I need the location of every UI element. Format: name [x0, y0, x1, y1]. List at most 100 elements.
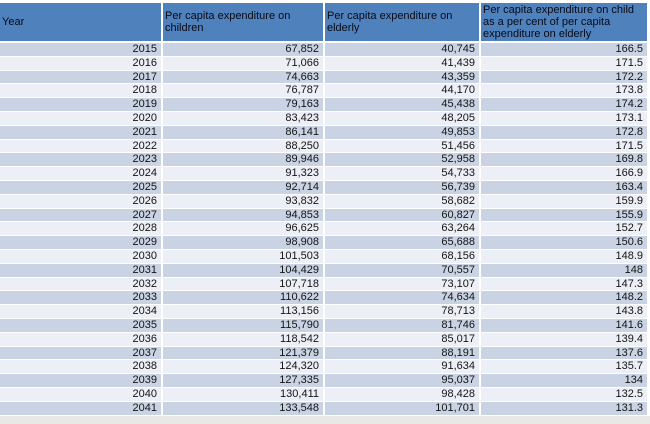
year-cell: 2029 — [0, 235, 163, 250]
elderly-expenditure-cell: 54,733 — [324, 166, 481, 181]
ratio-cell: 173.1 — [480, 111, 649, 126]
year-cell: 2019 — [0, 97, 163, 112]
elderly-expenditure-cell: 85,017 — [324, 332, 481, 347]
children-expenditure-cell: 124,320 — [162, 359, 325, 375]
ratio-cell: 166.5 — [480, 42, 649, 57]
year-cell: 2028 — [0, 221, 163, 237]
table-row: 2023 89,946 52,958 169.8 — [0, 152, 649, 168]
year-cell: 2038 — [0, 359, 163, 375]
ratio-cell: 143.8 — [480, 304, 649, 319]
year-cell: 2035 — [0, 318, 163, 333]
elderly-expenditure-cell: 73,107 — [324, 277, 481, 292]
children-expenditure-cell: 74,663 — [162, 70, 325, 85]
year-cell: 2026 — [0, 194, 163, 209]
table-row: 2030 101,503 68,156 148.9 — [0, 249, 649, 264]
table-row: 2040 130,411 98,428 132.5 — [0, 387, 649, 402]
year-cell: 2016 — [0, 56, 163, 71]
year-cell: 2032 — [0, 277, 163, 292]
table-row: 2022 88,250 51,456 171.5 — [0, 139, 649, 154]
elderly-expenditure-cell: 44,170 — [324, 83, 481, 99]
children-expenditure-cell: 121,379 — [162, 346, 325, 361]
elderly-expenditure-cell: 74,634 — [324, 290, 481, 306]
ratio-cell: 147.3 — [480, 277, 649, 292]
year-cell: 2034 — [0, 304, 163, 319]
table-body: 2015 67,852 40,745 166.5 2016 71,066 41,439 171… — [0, 42, 649, 416]
children-expenditure-cell: 101,503 — [162, 249, 325, 264]
elderly-expenditure-cell: 60,827 — [324, 208, 481, 223]
ratio-cell: 132.5 — [480, 387, 649, 402]
children-expenditure-cell: 92,714 — [162, 180, 325, 195]
elderly-expenditure-cell: 98,428 — [324, 387, 481, 402]
elderly-expenditure-cell: 52,958 — [324, 152, 481, 168]
table-row: 2037 121,379 88,191 137.6 — [0, 346, 649, 361]
elderly-expenditure-cell: 48,205 — [324, 111, 481, 126]
children-expenditure-cell: 104,429 — [162, 263, 325, 278]
table-row: 2034 113,156 78,713 143.8 — [0, 304, 649, 319]
ratio-cell: 173.8 — [480, 83, 649, 99]
table-row: 2019 79,163 45,438 174.2 — [0, 97, 649, 112]
year-cell: 2018 — [0, 83, 163, 99]
ratio-cell: 141.6 — [480, 318, 649, 333]
year-cell: 2033 — [0, 290, 163, 306]
table-row: 2029 98,908 65,688 150.6 — [0, 235, 649, 250]
ratio-cell: 163.4 — [480, 180, 649, 195]
table-row: 2026 93,832 58,682 159.9 — [0, 194, 649, 209]
children-expenditure-cell: 93,832 — [162, 194, 325, 209]
year-cell: 2040 — [0, 387, 163, 402]
children-expenditure-cell: 133,548 — [162, 401, 325, 416]
ratio-cell: 172.8 — [480, 125, 649, 140]
elderly-expenditure-cell: 45,438 — [324, 97, 481, 112]
children-expenditure-cell: 88,250 — [162, 139, 325, 154]
ratio-cell: 172.2 — [480, 70, 649, 85]
children-expenditure-cell: 118,542 — [162, 332, 325, 347]
children-expenditure-cell: 110,622 — [162, 290, 325, 306]
ratio-cell: 159.9 — [480, 194, 649, 209]
table-row: 2018 76,787 44,170 173.8 — [0, 83, 649, 99]
children-expenditure-cell: 71,066 — [162, 56, 325, 71]
elderly-expenditure-cell: 68,156 — [324, 249, 481, 264]
elderly-expenditure-cell: 95,037 — [324, 373, 481, 388]
table-row: 2032 107,718 73,107 147.3 — [0, 277, 649, 292]
table-row: 2031 104,429 70,557 148 — [0, 263, 649, 278]
children-expenditure-cell: 86,141 — [162, 125, 325, 140]
ratio-cell: 135.7 — [480, 359, 649, 375]
year-cell: 2039 — [0, 373, 163, 388]
year-cell: 2020 — [0, 111, 163, 126]
children-expenditure-cell: 98,908 — [162, 235, 325, 250]
children-expenditure-cell: 115,790 — [162, 318, 325, 333]
children-expenditure-cell: 130,411 — [162, 387, 325, 402]
children-expenditure-cell: 76,787 — [162, 83, 325, 99]
year-cell: 2015 — [0, 42, 163, 57]
year-cell: 2017 — [0, 70, 163, 85]
elderly-expenditure-cell: 58,682 — [324, 194, 481, 209]
year-cell: 2036 — [0, 332, 163, 347]
elderly-expenditure-cell: 63,264 — [324, 221, 481, 237]
ratio-cell: 134 — [480, 373, 649, 388]
ratio-cell: 150.6 — [480, 235, 649, 250]
table-row: 2038 124,320 91,634 135.7 — [0, 359, 649, 375]
table-row: 2020 83,423 48,205 173.1 — [0, 111, 649, 126]
elderly-expenditure-cell: 43,359 — [324, 70, 481, 85]
ratio-cell: 131.3 — [480, 401, 649, 416]
table-row: 2039 127,335 95,037 134 — [0, 373, 649, 388]
col-header-year: Year — [0, 3, 163, 43]
year-cell: 2025 — [0, 180, 163, 195]
table-row: 2033 110,622 74,634 148.2 — [0, 290, 649, 306]
year-cell: 2023 — [0, 152, 163, 168]
elderly-expenditure-cell: 51,456 — [324, 139, 481, 154]
table-row: 2017 74,663 43,359 172.2 — [0, 70, 649, 85]
ratio-cell: 148.2 — [480, 290, 649, 306]
col-header-elderly-expenditure: Per capita expenditure on elderly — [324, 3, 481, 43]
ratio-cell: 171.5 — [480, 139, 649, 154]
ratio-cell: 171.5 — [480, 56, 649, 71]
children-expenditure-cell: 94,853 — [162, 208, 325, 223]
col-header-child-elderly-ratio: Per capita expenditure on child as a per… — [480, 3, 649, 43]
year-cell: 2037 — [0, 346, 163, 361]
ratio-cell: 139.4 — [480, 332, 649, 347]
year-cell: 2022 — [0, 139, 163, 154]
elderly-expenditure-cell: 101,701 — [324, 401, 481, 416]
year-cell: 2024 — [0, 166, 163, 181]
table-row: 2035 115,790 81,746 141.6 — [0, 318, 649, 333]
bottom-strip — [0, 416, 650, 424]
year-cell: 2041 — [0, 401, 163, 416]
